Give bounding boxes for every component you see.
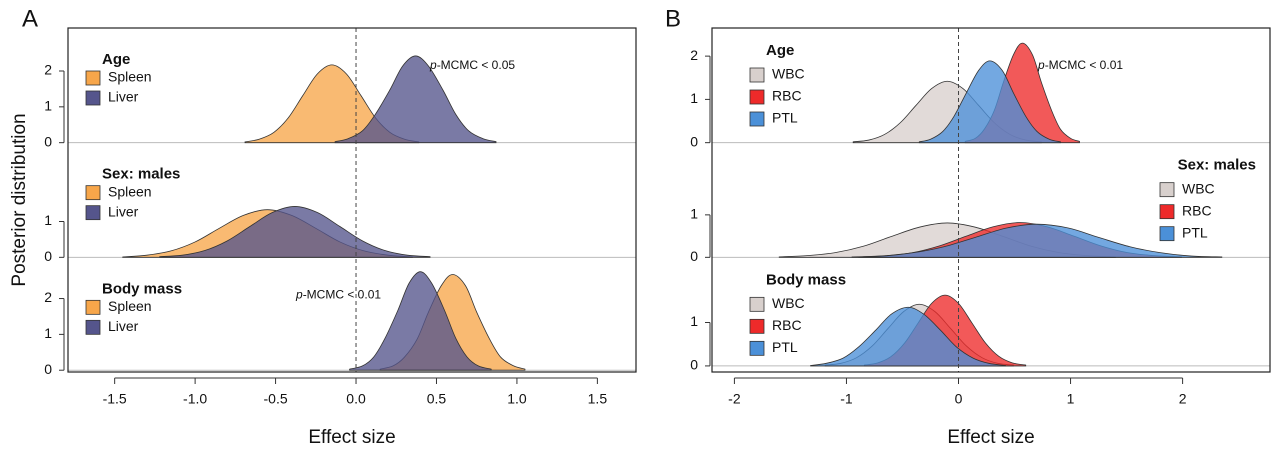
legend-swatch [85, 205, 101, 221]
legend-swatch [1159, 226, 1175, 242]
y-axis-label: Posterior distribution [9, 113, 30, 286]
y-tick-label: 0 [44, 361, 52, 377]
density-area [918, 60, 1061, 144]
y-tick-label: 2 [44, 289, 52, 305]
legend-title: Body mass [766, 271, 846, 288]
x-tick-label: -1 [840, 391, 853, 407]
density-area [334, 55, 497, 144]
annotation-italic: p [295, 288, 303, 302]
x-axis-label: Effect size [947, 427, 1034, 448]
density-area [810, 306, 1006, 367]
x-tick-label: 1.0 [507, 391, 527, 407]
y-tick-label: 1 [690, 313, 698, 329]
x-axis-label: Effect size [308, 427, 395, 448]
y-tick-label: 0 [690, 133, 698, 149]
y-tick-label: 0 [690, 357, 698, 373]
legend-swatch [85, 90, 101, 106]
panel-label: B [665, 5, 681, 32]
legend-swatch [85, 319, 101, 335]
legend-title: Body mass [102, 280, 182, 297]
x-tick-label: -1.5 [103, 391, 127, 407]
density-area [349, 271, 492, 371]
legend-label: Liver [108, 89, 139, 105]
plot-frame [711, 27, 1271, 373]
y-tick-label: 0 [690, 248, 698, 264]
legend-label: PTL [772, 110, 798, 126]
x-tick-label: 0.0 [346, 391, 366, 407]
y-tick-label: 1 [44, 212, 52, 228]
density-area [159, 206, 431, 258]
annotation: p-MCMC < 0.01 [295, 288, 381, 302]
legend-title: Age [766, 42, 794, 59]
legend-label: WBC [772, 66, 805, 82]
legend-label: PTL [772, 339, 798, 355]
y-tick-label: 0 [44, 133, 52, 149]
legend-swatch [1159, 204, 1175, 220]
legend-label: RBC [1182, 202, 1212, 218]
legend-label: RBC [772, 88, 802, 104]
legend-label: Liver [108, 318, 139, 334]
y-tick-label: 1 [690, 206, 698, 222]
x-tick-label: 1 [1067, 391, 1075, 407]
x-tick-label: -1.0 [183, 391, 207, 407]
legend-label: Spleen [108, 69, 152, 85]
legend-title: Sex: males [102, 166, 180, 183]
x-tick-label: 2 [1179, 391, 1187, 407]
legend-swatch [749, 340, 765, 356]
legend-swatch [1159, 182, 1175, 198]
x-tick-label: 1.5 [588, 391, 608, 407]
annotation-italic: p [429, 58, 437, 72]
annotation-text: -MCMC < 0.01 [303, 288, 382, 302]
y-tick-label: 1 [690, 90, 698, 106]
y-tick-label: 0 [44, 248, 52, 264]
legend-swatch [85, 185, 101, 201]
y-tick-label: 1 [44, 325, 52, 341]
y-tick-label: 2 [44, 62, 52, 78]
legend-title: Age [102, 51, 130, 68]
y-tick-label: 1 [44, 98, 52, 114]
legend-label: RBC [772, 317, 802, 333]
legend-swatch [85, 299, 101, 315]
legend-label: Spleen [108, 183, 152, 199]
legend-swatch [749, 67, 765, 83]
annotation-italic: p [1037, 58, 1045, 72]
legend-label: Liver [108, 203, 139, 219]
legend-title: Sex: males [1178, 157, 1256, 174]
x-tick-label: 0.5 [427, 391, 447, 407]
x-tick-label: -2 [728, 391, 741, 407]
legend-label: WBC [772, 295, 805, 311]
legend-swatch [749, 296, 765, 312]
legend-swatch [85, 70, 101, 86]
legend-label: WBC [1182, 180, 1215, 196]
legend-swatch [749, 89, 765, 105]
x-tick-label: -0.5 [264, 391, 288, 407]
annotation: p-MCMC < 0.01 [1037, 58, 1123, 72]
x-tick-label: 0 [955, 391, 963, 407]
annotation: p-MCMC < 0.05 [429, 58, 515, 72]
plot-frame [67, 27, 637, 373]
legend-label: PTL [1182, 224, 1208, 240]
legend-label: Spleen [108, 298, 152, 314]
y-tick-label: 2 [690, 47, 698, 63]
density-area [851, 223, 1223, 258]
legend-swatch [749, 318, 765, 334]
annotation-text: -MCMC < 0.01 [1045, 58, 1124, 72]
panel-label: A [22, 5, 38, 32]
legend-swatch [749, 111, 765, 127]
annotation-text: -MCMC < 0.05 [437, 58, 516, 72]
